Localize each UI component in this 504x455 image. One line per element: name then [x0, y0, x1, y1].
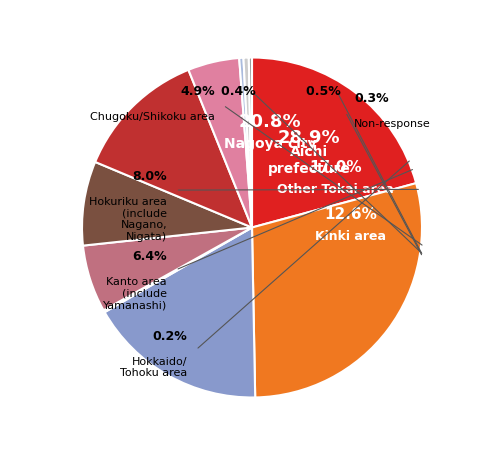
Text: 20.8%: 20.8% [238, 113, 301, 131]
Text: 0.4%: 0.4% [221, 85, 261, 98]
Wedge shape [252, 57, 416, 228]
Text: 4.9%: 4.9% [180, 85, 215, 98]
Wedge shape [239, 58, 252, 228]
Wedge shape [249, 57, 252, 228]
Text: Chugoku/Shikoku area: Chugoku/Shikoku area [90, 112, 215, 122]
Wedge shape [103, 228, 252, 312]
Text: Hokkaido/
Tohoku area: Hokkaido/ Tohoku area [120, 357, 187, 378]
Text: Kanto area
(include
Yamanashi): Kanto area (include Yamanashi) [103, 277, 167, 310]
Wedge shape [243, 57, 252, 228]
Text: Nagoya city: Nagoya city [224, 137, 316, 151]
Text: 12.6%: 12.6% [324, 207, 377, 222]
Text: Hokuriku area
(include
Nagano,
Nigata): Hokuriku area (include Nagano, Nigata) [89, 197, 167, 242]
Wedge shape [188, 58, 252, 228]
Wedge shape [83, 228, 252, 310]
Wedge shape [252, 183, 422, 398]
Text: Aichi
prefecture: Aichi prefecture [268, 146, 350, 176]
Text: 0.5%: 0.5% [306, 85, 346, 98]
Text: Other Tokai area: Other Tokai area [277, 182, 394, 196]
Wedge shape [105, 228, 255, 398]
Text: 17.0%: 17.0% [309, 160, 362, 175]
Text: 8.0%: 8.0% [133, 170, 167, 183]
Wedge shape [82, 162, 252, 246]
Text: 0.3%: 0.3% [354, 92, 389, 105]
Text: 6.4%: 6.4% [133, 250, 167, 263]
Text: 28.9%: 28.9% [278, 130, 340, 147]
Text: Kinki area: Kinki area [315, 231, 386, 243]
Text: Non-response: Non-response [354, 119, 431, 129]
Wedge shape [95, 70, 252, 228]
Text: 0.2%: 0.2% [153, 330, 187, 343]
